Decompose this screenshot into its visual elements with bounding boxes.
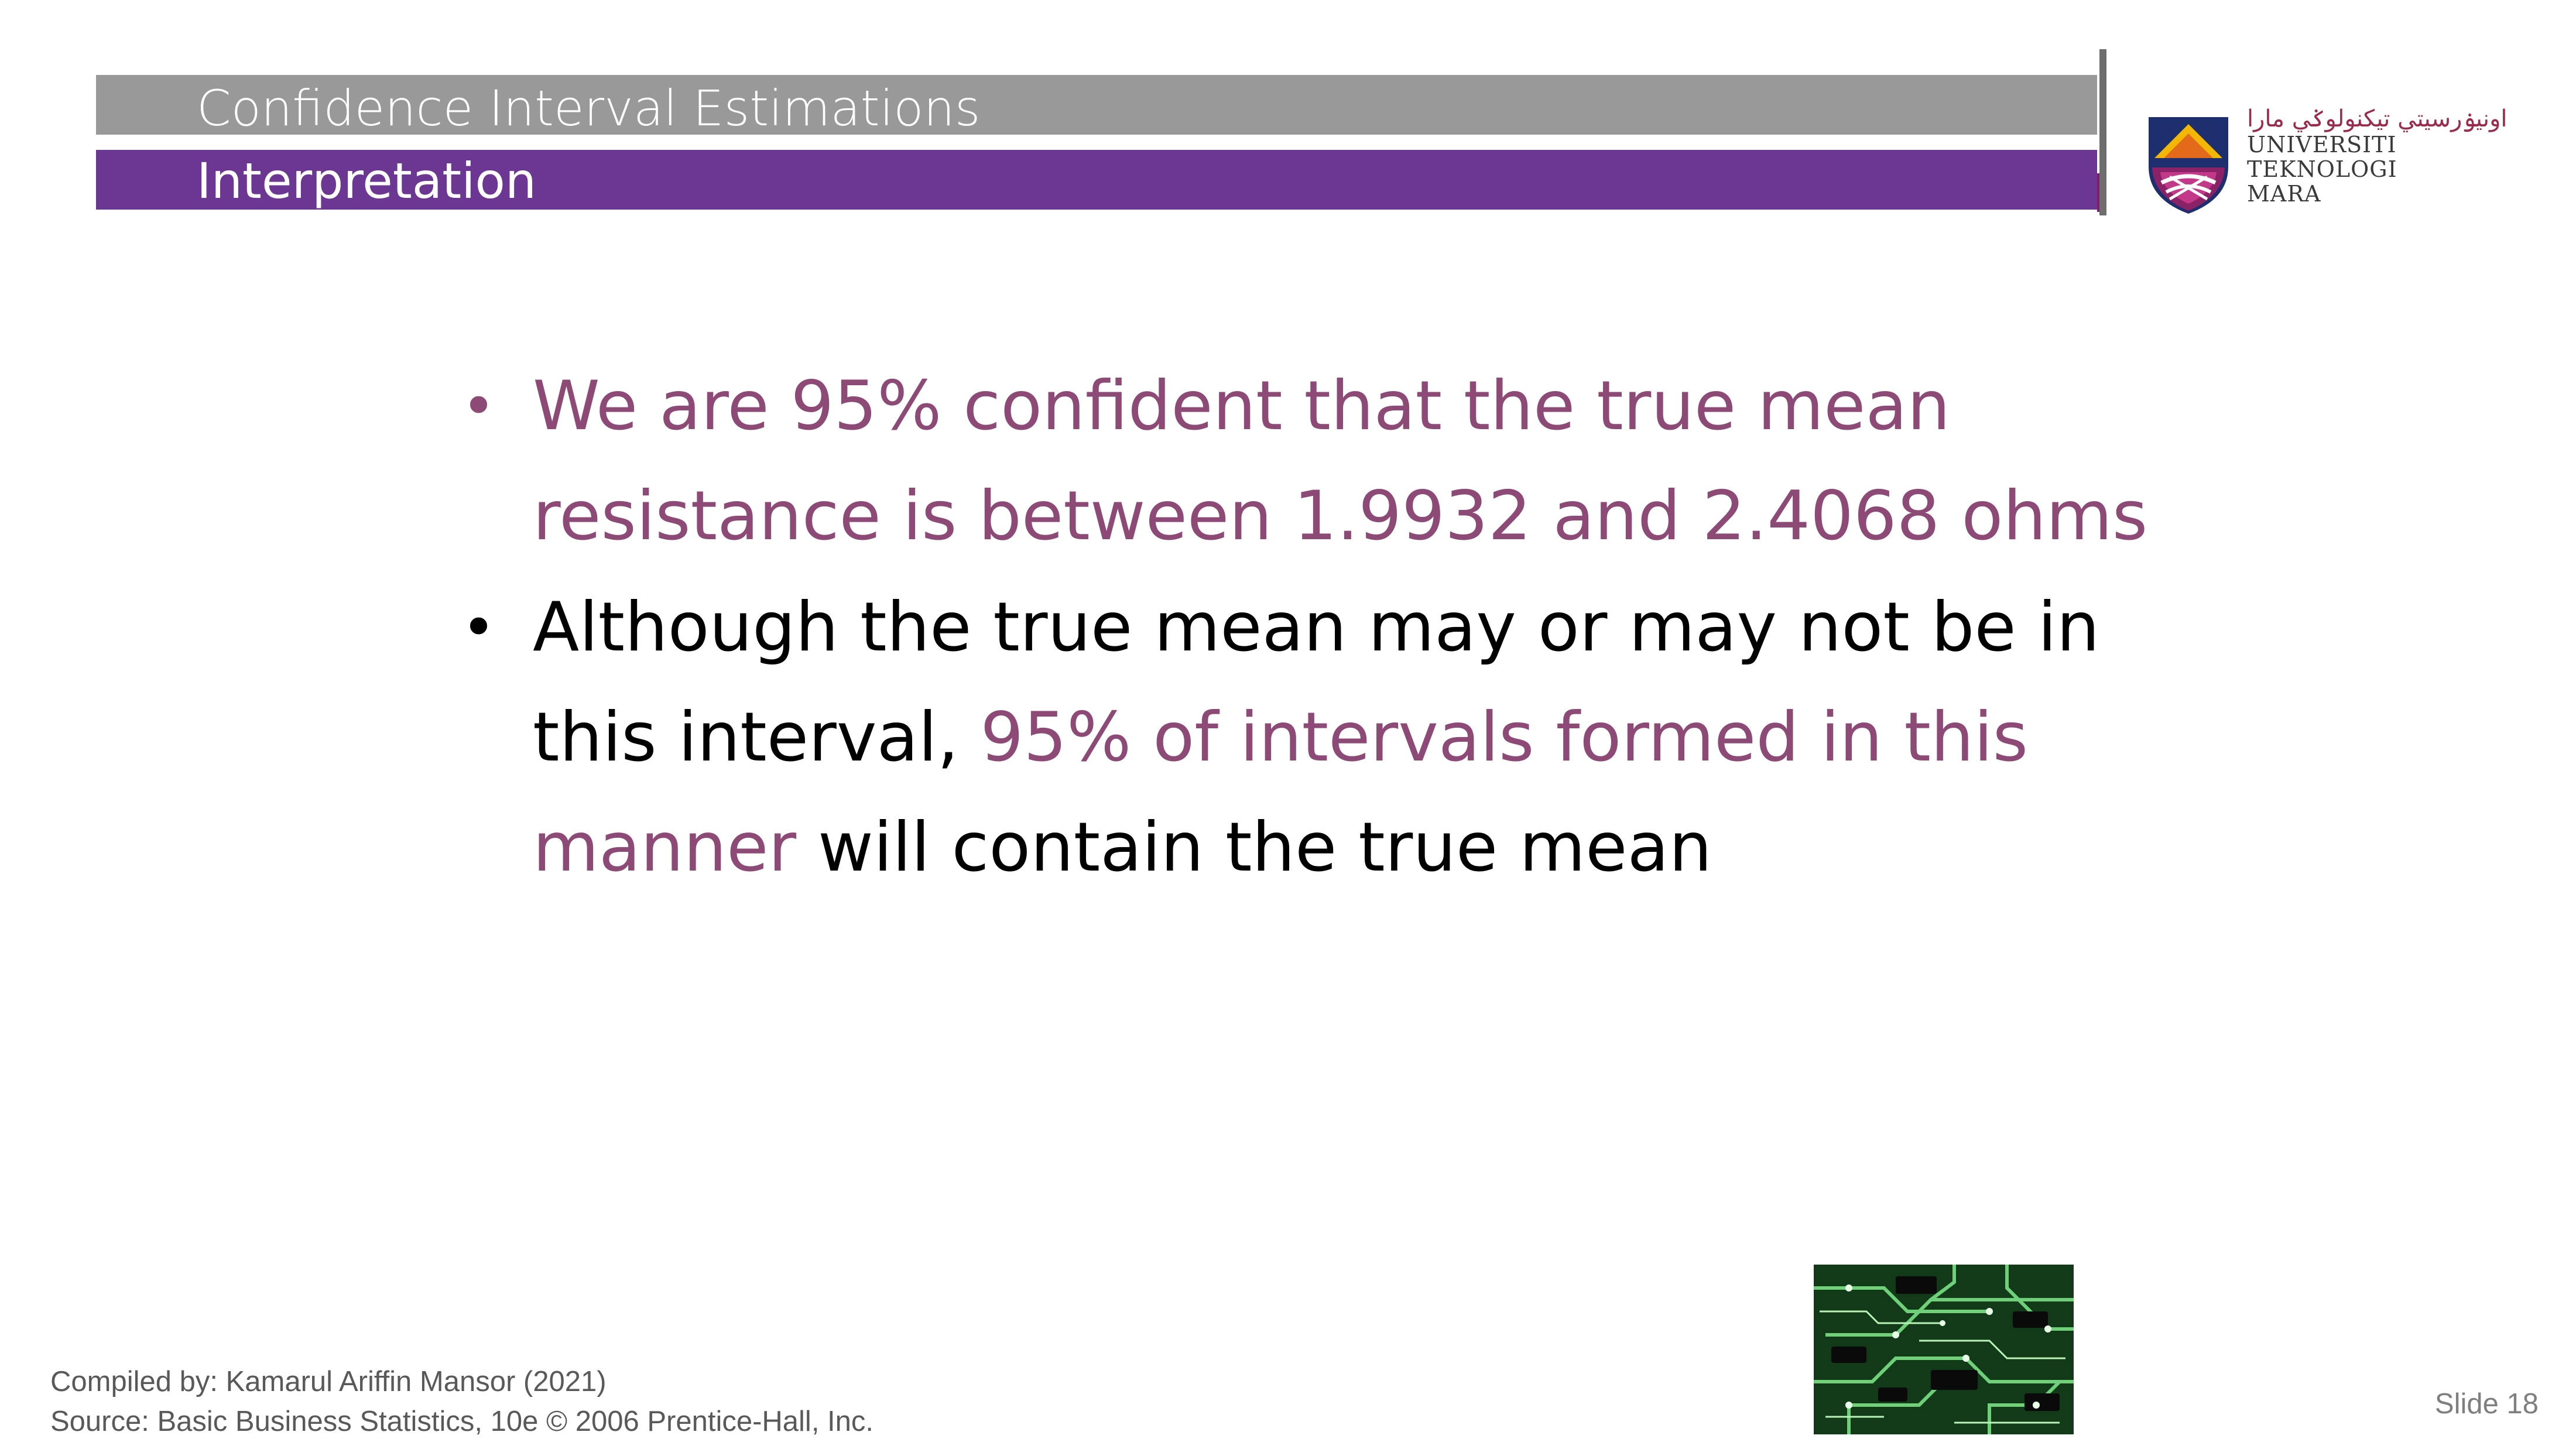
- header-bar-gray: [96, 75, 2097, 135]
- bullet-text-part: will contain the true mean: [796, 808, 1712, 887]
- logo-jawi-text: اونيۏرسيتي تيكنولوݢي مارا: [2247, 105, 2508, 132]
- logo-line-1: UNIVERSITI: [2247, 132, 2397, 157]
- bullet-item: • Although the true mean may or may not …: [445, 573, 2201, 903]
- slide-body: • We are 95% confident that the true mea…: [445, 351, 2201, 903]
- bullet-dot: •: [461, 593, 496, 662]
- bullet-dot: •: [461, 372, 496, 440]
- bullet-text: We are 95% confident that the true mean …: [533, 366, 2148, 556]
- header-bar-purple: [96, 150, 2097, 210]
- slide-title: Confidence Interval Estimations: [197, 80, 981, 137]
- bullet-text-part: Although the true mean may or may not be…: [533, 588, 2100, 777]
- footer-credits: Compiled by: Kamarul Ariffin Mansor (202…: [50, 1362, 873, 1441]
- footer-source: Source: Basic Business Statistics, 10e ©…: [50, 1406, 874, 1437]
- bullet-item: • We are 95% confident that the true mea…: [445, 351, 2201, 571]
- header-divider: [2099, 49, 2106, 215]
- logo-line-3: MARA: [2247, 181, 2321, 207]
- footer-compiled-by: Compiled by: Kamarul Ariffin Mansor (202…: [50, 1366, 607, 1397]
- logo-line-2: TEKNOLOGI: [2247, 156, 2397, 182]
- circuit-board-graphic: [1814, 1265, 2074, 1434]
- bullet-text-highlight: 95% of intervals formed in this manner: [533, 698, 2029, 887]
- uitm-crest-icon: [2149, 117, 2228, 214]
- circuit-board-image: [1814, 1265, 2074, 1434]
- slide-number: Slide 18: [2434, 1388, 2539, 1420]
- university-logo: اونيۏرسيتي تيكنولوݢي مارا UNIVERSITI TEK…: [2143, 105, 2508, 217]
- slide-subtitle: Interpretation: [197, 152, 537, 210]
- logo-wordmark: UNIVERSITI TEKNOLOGI MARA: [2247, 132, 2397, 206]
